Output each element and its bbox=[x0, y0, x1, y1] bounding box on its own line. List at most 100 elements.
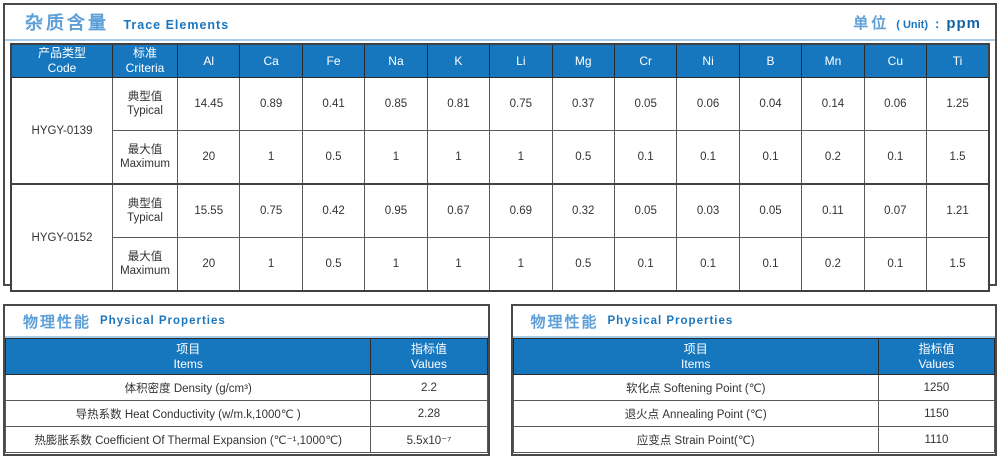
element-value-cell: 1 bbox=[239, 237, 303, 292]
element-value-cell: 0.07 bbox=[863, 183, 928, 238]
item-cell: 导热系数 Heat Conductivity (w/m.k,1000℃ ) bbox=[4, 400, 372, 427]
physical-left-header-row: 项目 Items 指标值 Values bbox=[4, 338, 488, 375]
header-values-zh: 指标值 bbox=[410, 341, 447, 356]
element-value-cell: 20 bbox=[176, 130, 241, 185]
element-value-cell: 0.1 bbox=[676, 237, 740, 292]
element-value-cell: 0.81 bbox=[426, 77, 491, 131]
criteria-zh: 最大值 bbox=[127, 251, 163, 263]
value-cell: 2.28 bbox=[370, 400, 488, 427]
title-en: Trace Elements bbox=[123, 18, 230, 32]
item-cell: 体积密度 Density (g/cm³) bbox=[4, 374, 372, 401]
criteria-en: Maximum bbox=[120, 158, 170, 170]
value-cell: 2.2 bbox=[370, 374, 488, 401]
header-values-zh: 指标值 bbox=[918, 341, 955, 356]
criteria-zh: 最大值 bbox=[127, 144, 163, 156]
element-value-cell: 0.75 bbox=[489, 77, 553, 131]
header-element-mg: Mg bbox=[551, 43, 615, 78]
element-value-cell: 1.5 bbox=[926, 130, 990, 185]
header-code: 产品类型 Code bbox=[10, 43, 113, 78]
element-value-cell: 0.2 bbox=[801, 130, 865, 185]
element-value-cell: 1 bbox=[364, 237, 428, 292]
table-row: 退火点 Annealing Point (℃) 1150 bbox=[512, 400, 996, 427]
table-row: 应变点 Strain Point(℃) 1110 bbox=[512, 426, 996, 453]
header-values: 指标值 Values bbox=[370, 338, 488, 375]
element-value-cell: 1 bbox=[426, 237, 491, 292]
element-value-cell: 0.1 bbox=[738, 237, 803, 292]
element-value-cell: 0.1 bbox=[738, 130, 803, 185]
element-value-cell: 0.1 bbox=[863, 130, 928, 185]
physical-properties-panel-left: 物理性能 Physical Properties 项目 Items 指标值 Va… bbox=[3, 304, 490, 456]
item-cell: 热膨胀系数 Coefficient Of Thermal Expansion (… bbox=[4, 426, 372, 453]
header-element-k: K bbox=[426, 43, 491, 78]
element-value-cell: 1 bbox=[489, 130, 553, 185]
physical-properties-row: 物理性能 Physical Properties 项目 Items 指标值 Va… bbox=[3, 304, 997, 456]
physical-left-table: 项目 Items 指标值 Values 体积密度 Density (g/cm³)… bbox=[4, 338, 488, 453]
element-value-cell: 0.1 bbox=[613, 130, 678, 185]
element-value-cell: 0.89 bbox=[239, 77, 303, 131]
trace-elements-title-bar: 杂质含量 Trace Elements 单位 ( Unit) : ppm bbox=[5, 5, 995, 41]
element-value-cell: 14.45 bbox=[176, 77, 241, 131]
table-row: HYGY-0139 典型值 Typical 14.45 0.89 0.41 0.… bbox=[10, 77, 990, 185]
criteria-en: Maximum bbox=[120, 265, 170, 277]
table-row: 体积密度 Density (g/cm³) 2.2 bbox=[4, 374, 488, 401]
trace-header-row: 产品类型 Code 标准 Criteria Al Ca Fe Na K Li M… bbox=[10, 43, 990, 78]
header-values-en: Values bbox=[411, 356, 447, 371]
value-cell: 1250 bbox=[877, 374, 996, 401]
element-value-cell: 1 bbox=[489, 237, 553, 292]
header-items: 项目 Items bbox=[4, 338, 372, 375]
title-zh: 杂质含量 bbox=[25, 13, 109, 33]
table-row: 热膨胀系数 Coefficient Of Thermal Expansion (… bbox=[4, 426, 488, 453]
header-element-ca: Ca bbox=[239, 43, 303, 78]
trace-elements-panel: 杂质含量 Trace Elements 单位 ( Unit) : ppm 产品类… bbox=[3, 3, 997, 292]
table-row: 导热系数 Heat Conductivity (w/m.k,1000℃ ) 2.… bbox=[4, 400, 488, 427]
title-en: Physical Properties bbox=[607, 315, 734, 327]
header-code-en: Code bbox=[47, 61, 77, 75]
criteria-cell: 典型值 Typical bbox=[112, 183, 178, 238]
element-value-cell: 0.5 bbox=[551, 237, 615, 292]
value-cell: 5.5x10⁻⁷ bbox=[370, 426, 488, 453]
product-code-cell: HYGY-0152 bbox=[10, 183, 113, 292]
datasheet-page: 杂质含量 Trace Elements 单位 ( Unit) : ppm 产品类… bbox=[3, 3, 997, 456]
criteria-en: Typical bbox=[127, 212, 163, 224]
element-value-cell: 1 bbox=[426, 130, 491, 185]
header-element-li: Li bbox=[489, 43, 553, 78]
element-value-cell: 0.2 bbox=[801, 237, 865, 292]
title-zh: 物理性能 bbox=[23, 313, 92, 331]
criteria-cell: 最大值 Maximum bbox=[112, 130, 178, 185]
element-value-cell: 0.37 bbox=[551, 77, 615, 131]
title-zh: 物理性能 bbox=[530, 313, 599, 331]
element-value-cell: 0.14 bbox=[801, 77, 865, 131]
criteria-cell: 最大值 Maximum bbox=[112, 237, 178, 292]
element-value-cell: 0.75 bbox=[239, 183, 303, 238]
header-code-zh: 产品类型 bbox=[37, 46, 86, 60]
header-element-al: Al bbox=[176, 43, 241, 78]
table-row: HYGY-0152 典型值 Typical 15.55 0.75 0.42 0.… bbox=[10, 183, 990, 292]
header-items-zh: 项目 bbox=[683, 341, 708, 356]
element-value-cell: 0.5 bbox=[301, 237, 366, 292]
table-row: 最大值 Maximum 20 1 0.5 1 1 1 0.5 0.1 0.1 0… bbox=[11, 237, 990, 292]
table-row: 最大值 Maximum 20 1 0.5 1 1 1 0.5 0.1 0.1 0… bbox=[11, 130, 990, 185]
physical-right-title-bar: 物理性能 Physical Properties bbox=[512, 306, 995, 338]
element-value-cell: 20 bbox=[176, 237, 241, 292]
header-values: 指标值 Values bbox=[877, 338, 996, 375]
element-value-cell: 0.1 bbox=[676, 130, 740, 185]
element-value-cell: 1 bbox=[364, 130, 428, 185]
element-value-cell: 0.5 bbox=[551, 130, 615, 185]
element-value-cell: 0.05 bbox=[613, 77, 678, 131]
physical-right-header-row: 项目 Items 指标值 Values bbox=[512, 338, 996, 375]
header-items-zh: 项目 bbox=[176, 341, 201, 356]
header-element-mn: Mn bbox=[801, 43, 865, 78]
element-value-cell: 0.67 bbox=[426, 183, 491, 238]
header-element-ni: Ni bbox=[676, 43, 740, 78]
header-element-b: B bbox=[738, 43, 803, 78]
element-value-cell: 0.41 bbox=[301, 77, 366, 131]
unit-en: ( Unit) bbox=[896, 18, 928, 31]
element-value-cell: 1.5 bbox=[926, 237, 990, 292]
header-criteria: 标准 Criteria bbox=[112, 43, 178, 78]
element-value-cell: 1.25 bbox=[926, 77, 990, 131]
criteria-zh: 典型值 bbox=[127, 91, 163, 103]
element-value-cell: 0.85 bbox=[364, 77, 428, 131]
header-items-en: Items bbox=[173, 356, 203, 371]
element-value-cell: 0.95 bbox=[364, 183, 428, 238]
element-value-cell: 0.06 bbox=[863, 77, 928, 131]
